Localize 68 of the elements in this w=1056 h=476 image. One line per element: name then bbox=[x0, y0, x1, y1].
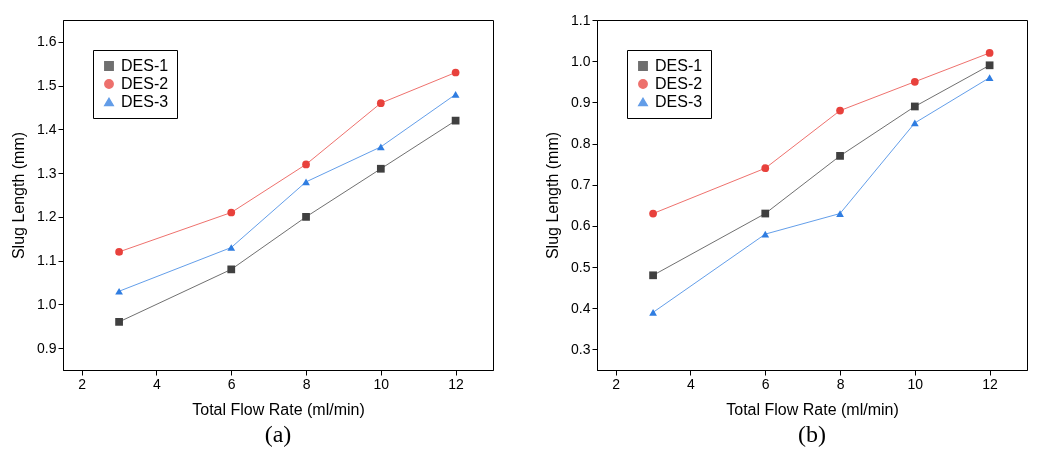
x-tick-label: 12 bbox=[448, 375, 465, 392]
point bbox=[985, 49, 994, 57]
legend-label: DES-3 bbox=[655, 93, 703, 110]
x-tick-label: 8 bbox=[302, 375, 311, 392]
point bbox=[227, 265, 236, 274]
point bbox=[302, 160, 310, 169]
y-tick-label: 0.7 bbox=[571, 176, 591, 193]
point bbox=[649, 309, 657, 316]
point bbox=[302, 178, 310, 186]
legend-label: DES-2 bbox=[655, 75, 703, 92]
y-tick-label: 1.6 bbox=[37, 33, 57, 50]
y-tick-label: 1.5 bbox=[37, 77, 57, 94]
y-tick-label: 0.9 bbox=[37, 339, 57, 356]
legend-label: DES-2 bbox=[121, 75, 169, 92]
y-tick-label: 1.4 bbox=[37, 120, 57, 137]
y-tick-label: 1.1 bbox=[571, 11, 591, 28]
x-tick-label: 8 bbox=[836, 375, 845, 392]
legend-label: DES-1 bbox=[655, 57, 703, 74]
point bbox=[761, 209, 770, 218]
point bbox=[227, 208, 236, 217]
y-axis-title: Slug Length (mm) bbox=[544, 131, 562, 260]
x-tick-label: 12 bbox=[982, 375, 999, 392]
legend-label: DES-1 bbox=[121, 57, 169, 74]
point bbox=[115, 287, 123, 295]
y-tick-label: 0.3 bbox=[571, 340, 591, 357]
x-tick-label: 2 bbox=[78, 375, 87, 392]
point bbox=[910, 77, 919, 86]
x-tick-label: 10 bbox=[373, 375, 390, 392]
y-tick-label: 1.1 bbox=[37, 252, 57, 269]
y-tick-label: 1.0 bbox=[571, 52, 591, 69]
y-tick-label: 0.9 bbox=[571, 93, 591, 110]
legend-label: DES-3 bbox=[121, 93, 169, 110]
x-tick-label: 4 bbox=[687, 375, 696, 392]
y-tick-label: 1.3 bbox=[37, 164, 57, 181]
point bbox=[910, 102, 919, 111]
point bbox=[451, 91, 460, 98]
x-tick-label: 6 bbox=[227, 375, 236, 392]
point bbox=[227, 244, 236, 251]
y-tick-label: 0.8 bbox=[571, 135, 591, 152]
x-tick-label: 6 bbox=[761, 375, 770, 392]
x-tick-label: 10 bbox=[907, 375, 924, 392]
point bbox=[761, 164, 770, 173]
y-tick-label: 1.2 bbox=[37, 208, 57, 225]
point bbox=[985, 74, 994, 81]
point bbox=[836, 106, 844, 115]
y-tick-label: 0.6 bbox=[571, 217, 591, 234]
x-tick-label: 2 bbox=[612, 375, 621, 392]
y-axis-title: Slug Length (mm) bbox=[10, 131, 28, 260]
point bbox=[836, 152, 844, 160]
y-tick-label: 0.5 bbox=[571, 258, 591, 275]
text: (a) bbox=[264, 421, 292, 447]
point bbox=[451, 68, 460, 77]
text: (b) bbox=[798, 421, 826, 447]
x-axis-title: Total Flow Rate (ml/min) bbox=[192, 400, 365, 418]
point bbox=[115, 318, 123, 326]
point bbox=[985, 61, 994, 70]
y-tick-label: 1.0 bbox=[37, 295, 57, 312]
point bbox=[376, 143, 385, 151]
point bbox=[649, 209, 657, 218]
point bbox=[302, 213, 310, 221]
point bbox=[649, 271, 657, 280]
point bbox=[376, 164, 385, 173]
y-tick-label: 0.4 bbox=[571, 299, 591, 316]
x-tick-label: 4 bbox=[153, 375, 162, 392]
point bbox=[376, 99, 385, 107]
point bbox=[836, 210, 844, 217]
point bbox=[115, 248, 123, 256]
x-axis-title: Total Flow Rate (ml/min) bbox=[726, 400, 899, 418]
